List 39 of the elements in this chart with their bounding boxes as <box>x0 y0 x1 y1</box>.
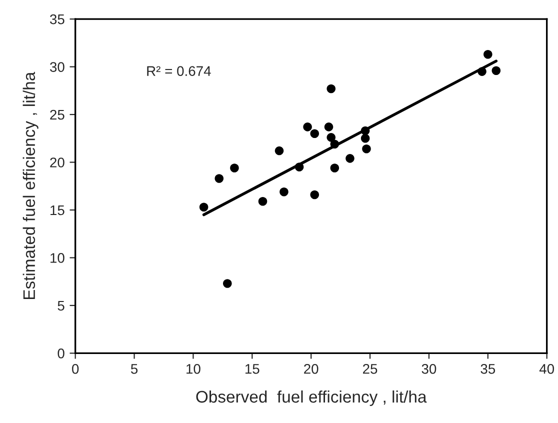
point <box>492 66 501 75</box>
y-tick-label: 25 <box>50 110 64 120</box>
point <box>274 146 284 156</box>
x-tick-label: 20 <box>304 364 318 374</box>
y-tick-label: 0 <box>58 348 64 358</box>
x-tick-label: 25 <box>363 364 378 374</box>
y-tick-label: 10 <box>50 253 64 263</box>
y-tick-label: 35 <box>50 14 64 24</box>
x-tick-label: 30 <box>422 364 436 374</box>
y-tick-label: 20 <box>50 158 64 168</box>
point <box>346 154 354 163</box>
point <box>310 190 320 200</box>
point <box>484 50 492 59</box>
point <box>303 122 312 132</box>
point <box>326 133 336 142</box>
y-tick-label: 15 <box>50 205 64 216</box>
point <box>199 202 208 212</box>
x-tick-label: 40 <box>539 364 554 374</box>
point <box>310 129 320 138</box>
point <box>330 164 340 172</box>
point <box>360 134 370 143</box>
point <box>214 174 224 183</box>
point <box>223 279 232 288</box>
y-axis-title: Estimated fuel efficiency , lit/ha <box>22 72 38 300</box>
x-tick-label: 15 <box>245 364 260 374</box>
point <box>362 144 371 154</box>
point <box>324 122 334 132</box>
x-axis-title: Observed fuel efficiency , lit/ha <box>196 390 427 406</box>
point <box>258 197 268 206</box>
point <box>280 187 288 196</box>
point <box>326 84 336 94</box>
point <box>230 164 239 172</box>
x-tick-label: 0 <box>72 364 79 374</box>
x-tick-label: 35 <box>480 364 496 374</box>
y-tick-label: 5 <box>58 300 64 311</box>
x-tick-label: 10 <box>186 364 200 374</box>
y-tick-label: 30 <box>50 62 64 72</box>
annotation: R² = 0.674 <box>147 66 211 76</box>
x-tick-label: 5 <box>130 364 138 374</box>
